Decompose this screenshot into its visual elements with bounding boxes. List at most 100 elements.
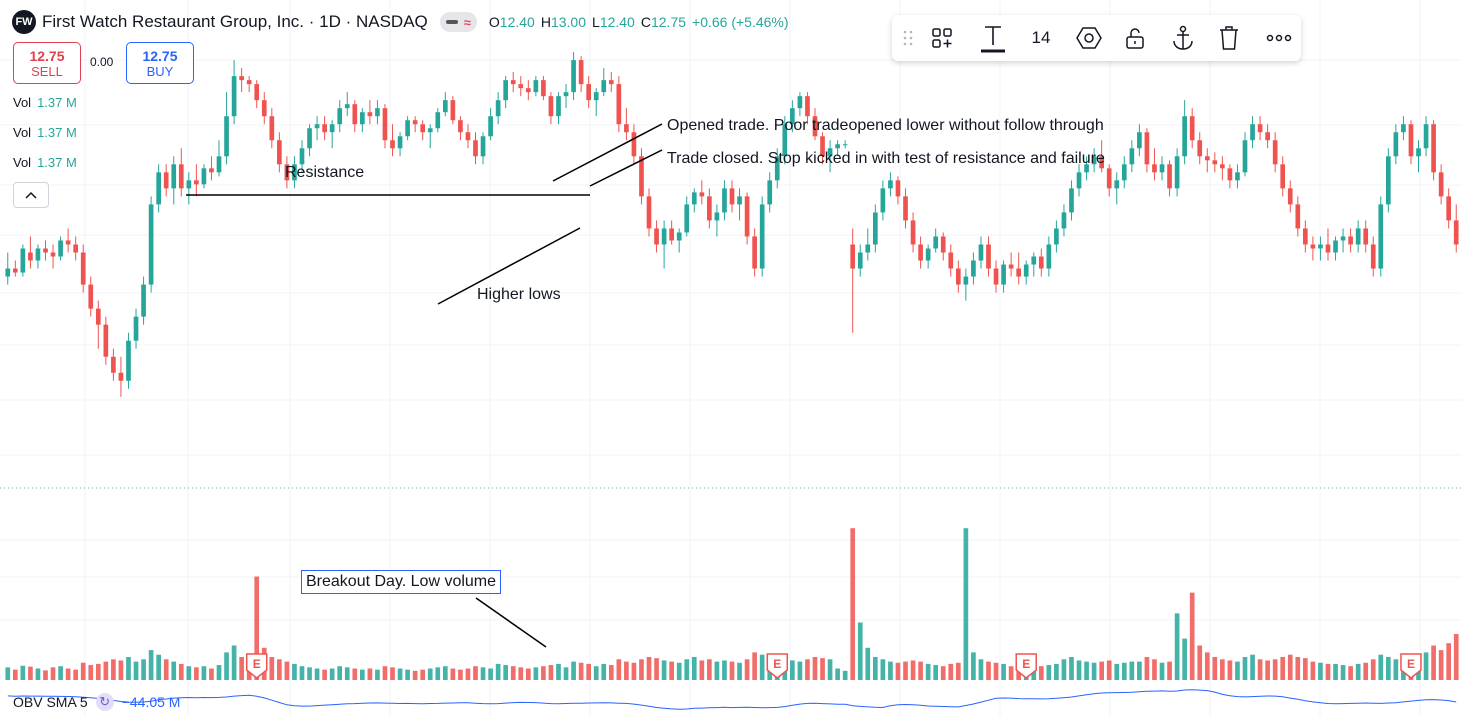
volume-bar	[1438, 650, 1444, 680]
volume-bar	[111, 659, 116, 680]
candle-body	[1370, 244, 1376, 269]
candle-body	[525, 88, 531, 93]
candle-body	[857, 252, 863, 269]
anchor-icon[interactable]	[1170, 15, 1196, 61]
volume-bar	[986, 661, 991, 680]
trash-icon[interactable]	[1216, 15, 1242, 61]
candle-body	[556, 96, 561, 117]
volume-bar	[126, 657, 131, 680]
volume-bar	[1121, 662, 1127, 680]
volume-bar	[1054, 663, 1059, 680]
volume-bar	[12, 669, 18, 680]
chevron-up-icon	[25, 191, 37, 199]
settings-hexagon-icon[interactable]	[1074, 15, 1104, 61]
volume-bar	[1046, 665, 1052, 680]
volume-legend[interactable]: Vol 1.37 M	[13, 155, 77, 170]
volume-bar	[314, 668, 320, 680]
opened-trade-pointer	[552, 123, 663, 182]
unlock-icon[interactable]	[1122, 15, 1148, 61]
candle-body	[1265, 132, 1270, 141]
candle-body	[1106, 168, 1112, 189]
candle-body	[1227, 168, 1233, 181]
volume-bar	[842, 670, 848, 680]
font-size-value[interactable]: 14	[1031, 28, 1051, 47]
volume-bar	[344, 667, 350, 680]
candle-body	[5, 268, 11, 277]
candle-body	[1287, 188, 1293, 205]
volume-bar	[699, 660, 705, 680]
ohlc-readout: O12.40 H13.00 L12.40 C12.75 +0.66 (+5.46…	[488, 14, 789, 30]
volume-bar	[752, 652, 757, 680]
candle-body	[1257, 124, 1263, 133]
candle-body	[95, 308, 101, 325]
candle-body	[495, 100, 501, 117]
obv-legend[interactable]: OBV SMA 5 ↻ −44.05 M	[13, 693, 180, 711]
candle-body	[737, 196, 742, 205]
earnings-marker: E	[766, 653, 789, 679]
obv-label: OBV SMA 5	[13, 694, 88, 710]
candle-body	[1144, 132, 1150, 165]
sell-button[interactable]: 12.75 SELL	[13, 42, 81, 84]
candle-body	[1197, 140, 1203, 157]
volume-legend[interactable]: Vol 1.37 M	[13, 95, 77, 110]
candle-body	[1159, 164, 1165, 173]
candle-body	[752, 236, 757, 269]
candle-body	[601, 80, 607, 93]
candle-body	[1446, 196, 1452, 221]
volume-bar	[857, 622, 863, 680]
candle-body	[405, 120, 410, 137]
volume-bar	[1159, 662, 1165, 680]
candle-body	[1333, 240, 1338, 253]
indicator-toggle[interactable]: ≈	[439, 12, 477, 32]
candle-body	[571, 60, 576, 93]
buy-button[interactable]: 12.75 BUY	[126, 42, 194, 84]
sell-price: 12.75	[29, 47, 65, 64]
volume-bar	[292, 663, 297, 680]
volume-bar	[1265, 660, 1270, 680]
earnings-label: E	[773, 657, 781, 671]
candle-body	[586, 84, 592, 101]
add-template-icon[interactable]	[930, 15, 954, 61]
candle-body	[563, 92, 569, 97]
volume-bar	[1016, 667, 1022, 680]
text-icon[interactable]	[978, 15, 1008, 61]
resistance-label: Resistance	[285, 164, 365, 181]
volume-bar	[148, 650, 154, 680]
more-icon[interactable]	[1264, 15, 1294, 61]
candle-body	[510, 80, 516, 85]
breakout-day-label: Breakout Day. Low volume	[301, 570, 502, 594]
volume-bar	[1227, 660, 1233, 680]
candle-body	[307, 128, 312, 149]
candle-body	[1023, 264, 1029, 277]
refresh-icon[interactable]: ↻	[95, 693, 114, 711]
volume-bar	[910, 660, 916, 680]
buy-label: BUY	[146, 63, 174, 79]
volume-bar	[194, 667, 199, 680]
volume-bar	[178, 663, 184, 680]
volume-bar	[1152, 659, 1157, 680]
candle-body	[948, 252, 954, 269]
volume-bar	[352, 668, 358, 680]
candle-body	[631, 132, 637, 157]
symbol-title[interactable]: First Watch Restaurant Group, Inc. · 1D …	[42, 12, 428, 31]
candle-body	[759, 204, 765, 269]
breakout-pointer	[475, 597, 547, 648]
candle-body	[1401, 124, 1406, 133]
candle-body	[790, 108, 795, 125]
candle-body	[1378, 204, 1384, 269]
candle-body	[209, 168, 214, 173]
volume-bar	[1385, 657, 1391, 680]
volume-bar	[1197, 645, 1203, 680]
volume-bar	[1220, 659, 1225, 680]
candle-body	[971, 260, 976, 277]
volume-bar	[103, 661, 109, 680]
candle-body	[1054, 228, 1059, 245]
drag-handle-icon[interactable]	[900, 15, 916, 61]
volume-bar	[427, 668, 433, 680]
volume-bar	[163, 659, 169, 680]
volume-bar	[186, 666, 192, 680]
volume-legend[interactable]: Vol 1.37 M	[13, 125, 77, 140]
collapse-legend-button[interactable]	[13, 182, 49, 208]
volume-bar	[812, 657, 818, 680]
